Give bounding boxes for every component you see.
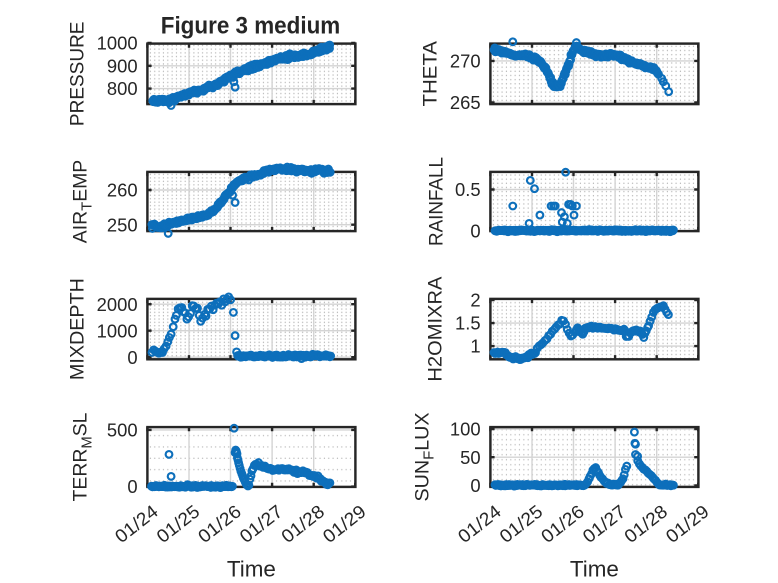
svg-text:0: 0 <box>127 476 137 497</box>
svg-text:0: 0 <box>470 220 480 241</box>
svg-text:265: 265 <box>450 92 481 113</box>
svg-text:Figure 3 medium: Figure 3 medium <box>161 13 341 40</box>
svg-text:1: 1 <box>470 336 480 357</box>
svg-text:100: 100 <box>450 419 481 440</box>
svg-text:Time: Time <box>227 556 276 581</box>
svg-text:AIRTEMP: AIRTEMP <box>71 160 96 244</box>
svg-text:MIXDEPTH: MIXDEPTH <box>68 278 89 380</box>
svg-text:270: 270 <box>450 51 481 72</box>
svg-text:1000: 1000 <box>97 33 138 54</box>
svg-text:RAINFALL: RAINFALL <box>427 157 448 246</box>
svg-text:SUNFLUX: SUNFLUX <box>413 412 438 501</box>
svg-text:TERRMSL: TERRMSL <box>71 413 96 502</box>
svg-text:Time: Time <box>570 556 619 581</box>
svg-text:500: 500 <box>107 420 138 441</box>
svg-text:800: 800 <box>107 78 138 99</box>
svg-text:900: 900 <box>107 55 138 76</box>
svg-text:2000: 2000 <box>97 294 138 315</box>
svg-text:2: 2 <box>470 290 480 311</box>
svg-text:50: 50 <box>460 447 480 468</box>
svg-text:1.5: 1.5 <box>455 313 481 334</box>
svg-text:PRESSURE: PRESSURE <box>68 22 89 127</box>
svg-text:0.5: 0.5 <box>455 179 481 200</box>
svg-text:0: 0 <box>127 347 137 368</box>
svg-text:250: 250 <box>107 214 138 235</box>
svg-text:260: 260 <box>107 180 138 201</box>
svg-text:0: 0 <box>470 475 480 496</box>
svg-text:THETA: THETA <box>421 41 442 107</box>
svg-text:H2OMIXRA: H2OMIXRA <box>425 276 446 381</box>
svg-text:1000: 1000 <box>97 320 138 341</box>
